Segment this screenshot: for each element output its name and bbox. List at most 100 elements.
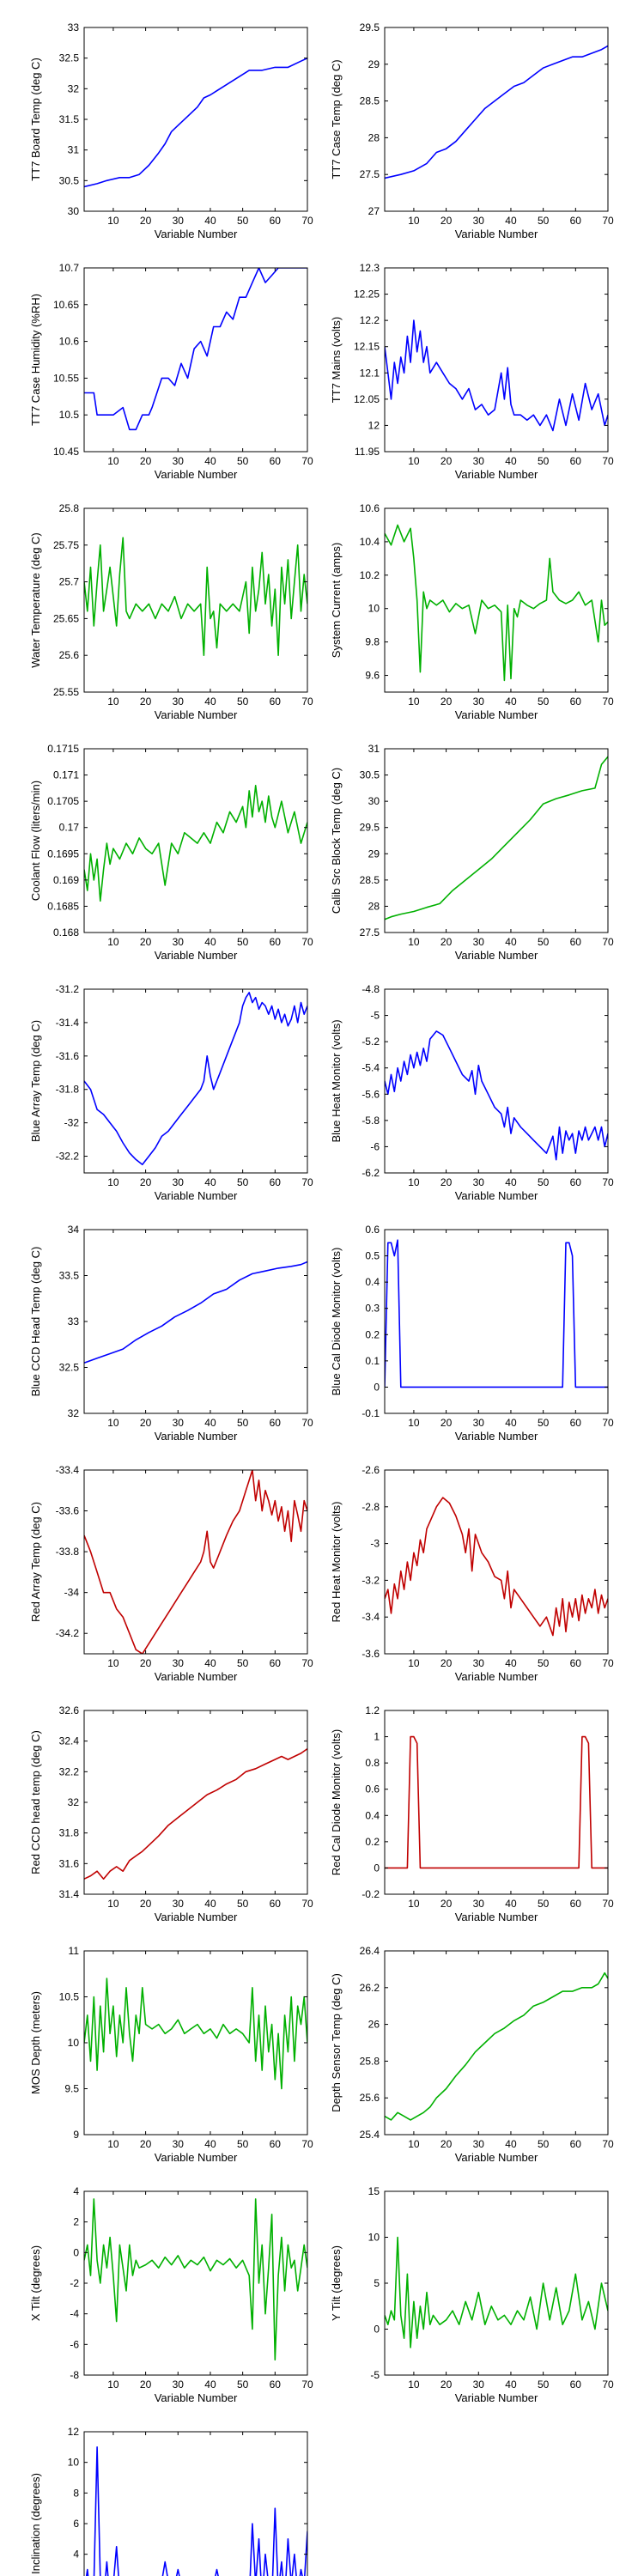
- x-tick-label: 50: [538, 215, 550, 227]
- x-tick-label: 60: [270, 1898, 282, 1910]
- x-tick-label: 40: [204, 215, 216, 227]
- x-tick-label: 30: [473, 696, 485, 708]
- y-tick-label: -3.6: [361, 1648, 380, 1660]
- y-axis-label: X Tilt (degrees): [29, 2245, 42, 2321]
- x-tick-label: 10: [408, 1898, 420, 1910]
- x-tick-label: 10: [107, 2138, 119, 2150]
- x-tick-label: 20: [440, 1657, 453, 1669]
- series-line: [84, 2198, 307, 2360]
- plot-frame: [83, 507, 308, 693]
- y-tick-label: 4: [73, 2549, 79, 2561]
- y-tick-label: 0.1695: [47, 848, 79, 860]
- x-tick-label: 20: [140, 696, 152, 708]
- y-tick-label: 6: [73, 2518, 79, 2530]
- plot-frame: [384, 1469, 609, 1655]
- x-tick-label: 30: [473, 2138, 485, 2150]
- x-axis-label: Variable Number: [155, 1670, 238, 1683]
- y-tick-label: 29: [368, 58, 380, 70]
- x-tick-label: 40: [204, 1176, 216, 1188]
- y-tick-label: 32: [68, 82, 80, 94]
- y-tick-label: -3.2: [361, 1574, 380, 1586]
- x-tick-label: 60: [570, 1176, 582, 1188]
- x-tick-label: 50: [237, 696, 249, 708]
- y-axis-label: MOS Depth (meters): [29, 1991, 42, 2094]
- series-line: [84, 537, 307, 657]
- x-axis-label: Variable Number: [155, 2151, 238, 2164]
- y-tick-label: -2.8: [361, 1501, 380, 1513]
- x-tick-label: 50: [237, 1417, 249, 1429]
- x-tick-label: 40: [505, 936, 517, 948]
- x-tick-label: 20: [140, 215, 152, 227]
- x-tick-label: 40: [204, 455, 216, 467]
- y-tick-label: -33.6: [56, 1505, 80, 1517]
- y-tick-label: 12: [68, 2426, 80, 2438]
- y-tick-label: -34.2: [56, 1627, 80, 1639]
- y-tick-label: 10.4: [360, 536, 380, 548]
- chart-panel-17: 10 20 30 40 50 60 70 9 9.5 10 10.5 11 Variable Numbe…: [29, 1945, 313, 2164]
- series-line: [84, 57, 307, 188]
- y-tick-label: 0.4: [365, 1809, 380, 1821]
- y-tick-label: 12.3: [360, 262, 380, 274]
- x-tick-label: 70: [301, 1657, 313, 1669]
- x-axis-label: Variable Number: [455, 1911, 538, 1923]
- x-axis-label: Variable Number: [455, 1430, 538, 1443]
- x-tick-label: 40: [204, 1898, 216, 1910]
- x-tick-label: 30: [173, 2138, 185, 2150]
- y-axis-label: Y Tilt (degrees): [330, 2245, 343, 2321]
- y-tick-label: -6: [70, 2338, 79, 2350]
- x-tick-label: 60: [270, 2379, 282, 2391]
- y-tick-label: -31.8: [56, 1084, 80, 1096]
- series-line: [84, 1470, 307, 1654]
- x-tick-label: 30: [173, 1657, 185, 1669]
- x-tick-label: 50: [538, 455, 550, 467]
- y-tick-label: 27.5: [360, 927, 380, 939]
- x-tick-label: 10: [408, 696, 420, 708]
- y-tick-label: 25.4: [360, 2129, 380, 2141]
- x-tick-label: 20: [140, 455, 152, 467]
- y-tick-label: 30.5: [59, 174, 80, 186]
- x-tick-label: 20: [140, 1898, 152, 1910]
- x-tick-label: 50: [538, 1898, 550, 1910]
- y-tick-label: 31.5: [59, 113, 80, 125]
- series-line: [385, 1030, 608, 1161]
- x-tick-label: 50: [538, 696, 550, 708]
- x-tick-label: 20: [440, 2138, 453, 2150]
- x-tick-label: 20: [140, 1417, 152, 1429]
- x-axis-label: Variable Number: [155, 708, 238, 721]
- series-line: [385, 319, 608, 432]
- x-tick-label: 40: [505, 696, 517, 708]
- plot-frame: [384, 507, 609, 693]
- y-axis-label: TT7 Case Humidity (%RH): [29, 294, 42, 426]
- chart-panel-2: 10 20 30 40 50 60 70 27 27.5 28 28.5 29 29.5 Variable…: [330, 21, 614, 240]
- x-tick-label: 60: [570, 1417, 582, 1429]
- x-tick-label: 70: [602, 1657, 614, 1669]
- x-tick-label: 40: [505, 1417, 517, 1429]
- y-tick-label: 0.8: [365, 1757, 380, 1769]
- series-line: [385, 2236, 608, 2348]
- y-tick-label: 32: [68, 1796, 80, 1808]
- x-tick-label: 10: [408, 1657, 420, 1669]
- y-tick-label: 25.6: [59, 649, 80, 661]
- chart-panel-10: 10 20 30 40 50 60 70 -6.2 -6 -5.8 -5.6 -5.4 -5.2 -5 -4…: [330, 983, 614, 1202]
- x-tick-label: 60: [270, 215, 282, 227]
- x-tick-label: 50: [538, 1176, 550, 1188]
- x-tick-label: 30: [473, 936, 485, 948]
- y-tick-label: 0.6: [365, 1224, 380, 1236]
- y-tick-label: 10.6: [59, 336, 80, 348]
- chart-panel-15: 10 20 30 40 50 60 70 31.4 31.6 31.8 32 32.2 32.4 32.6…: [29, 1704, 313, 1923]
- series-line: [84, 1978, 307, 2090]
- x-tick-label: 10: [408, 215, 420, 227]
- y-tick-label: 0.6: [365, 1783, 380, 1795]
- x-tick-label: 60: [570, 696, 582, 708]
- y-tick-label: 9: [73, 2129, 79, 2141]
- chart-panel-12: 10 20 30 40 50 60 70 -0.1 0 0.1 0.2 0.3 0.4 0.5 0.6 Var…: [330, 1224, 614, 1443]
- x-tick-label: 40: [505, 215, 517, 227]
- y-tick-label: 0.1: [365, 1355, 380, 1367]
- x-tick-label: 20: [440, 2379, 453, 2391]
- y-axis-label: Blue Array Temp (deg C): [29, 1020, 42, 1142]
- x-tick-label: 20: [440, 215, 453, 227]
- y-tick-label: 10.5: [59, 409, 80, 421]
- y-tick-label: 10.7: [59, 262, 80, 274]
- x-tick-label: 10: [107, 1417, 119, 1429]
- y-tick-label: 31.8: [59, 1827, 80, 1839]
